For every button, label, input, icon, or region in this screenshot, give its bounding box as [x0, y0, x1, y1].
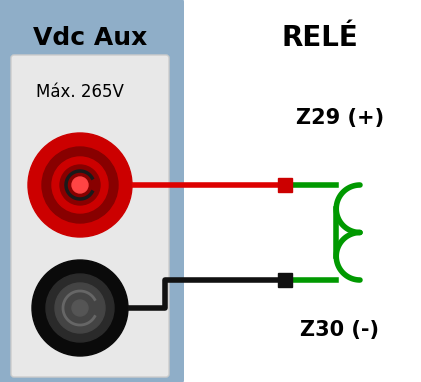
Circle shape — [52, 157, 108, 213]
Circle shape — [32, 260, 128, 356]
FancyBboxPatch shape — [11, 55, 169, 377]
Circle shape — [60, 165, 100, 205]
Circle shape — [72, 177, 88, 193]
FancyBboxPatch shape — [0, 0, 184, 382]
Circle shape — [42, 147, 118, 223]
Text: Vdc Aux: Vdc Aux — [33, 26, 147, 50]
Text: Máx. 265V: Máx. 265V — [36, 83, 124, 101]
Circle shape — [28, 133, 132, 237]
Text: RELÉ: RELÉ — [282, 24, 358, 52]
Text: Z30 (-): Z30 (-) — [301, 320, 379, 340]
Circle shape — [46, 274, 114, 342]
Text: Z29 (+): Z29 (+) — [296, 108, 384, 128]
Circle shape — [55, 283, 105, 333]
Circle shape — [72, 300, 88, 316]
